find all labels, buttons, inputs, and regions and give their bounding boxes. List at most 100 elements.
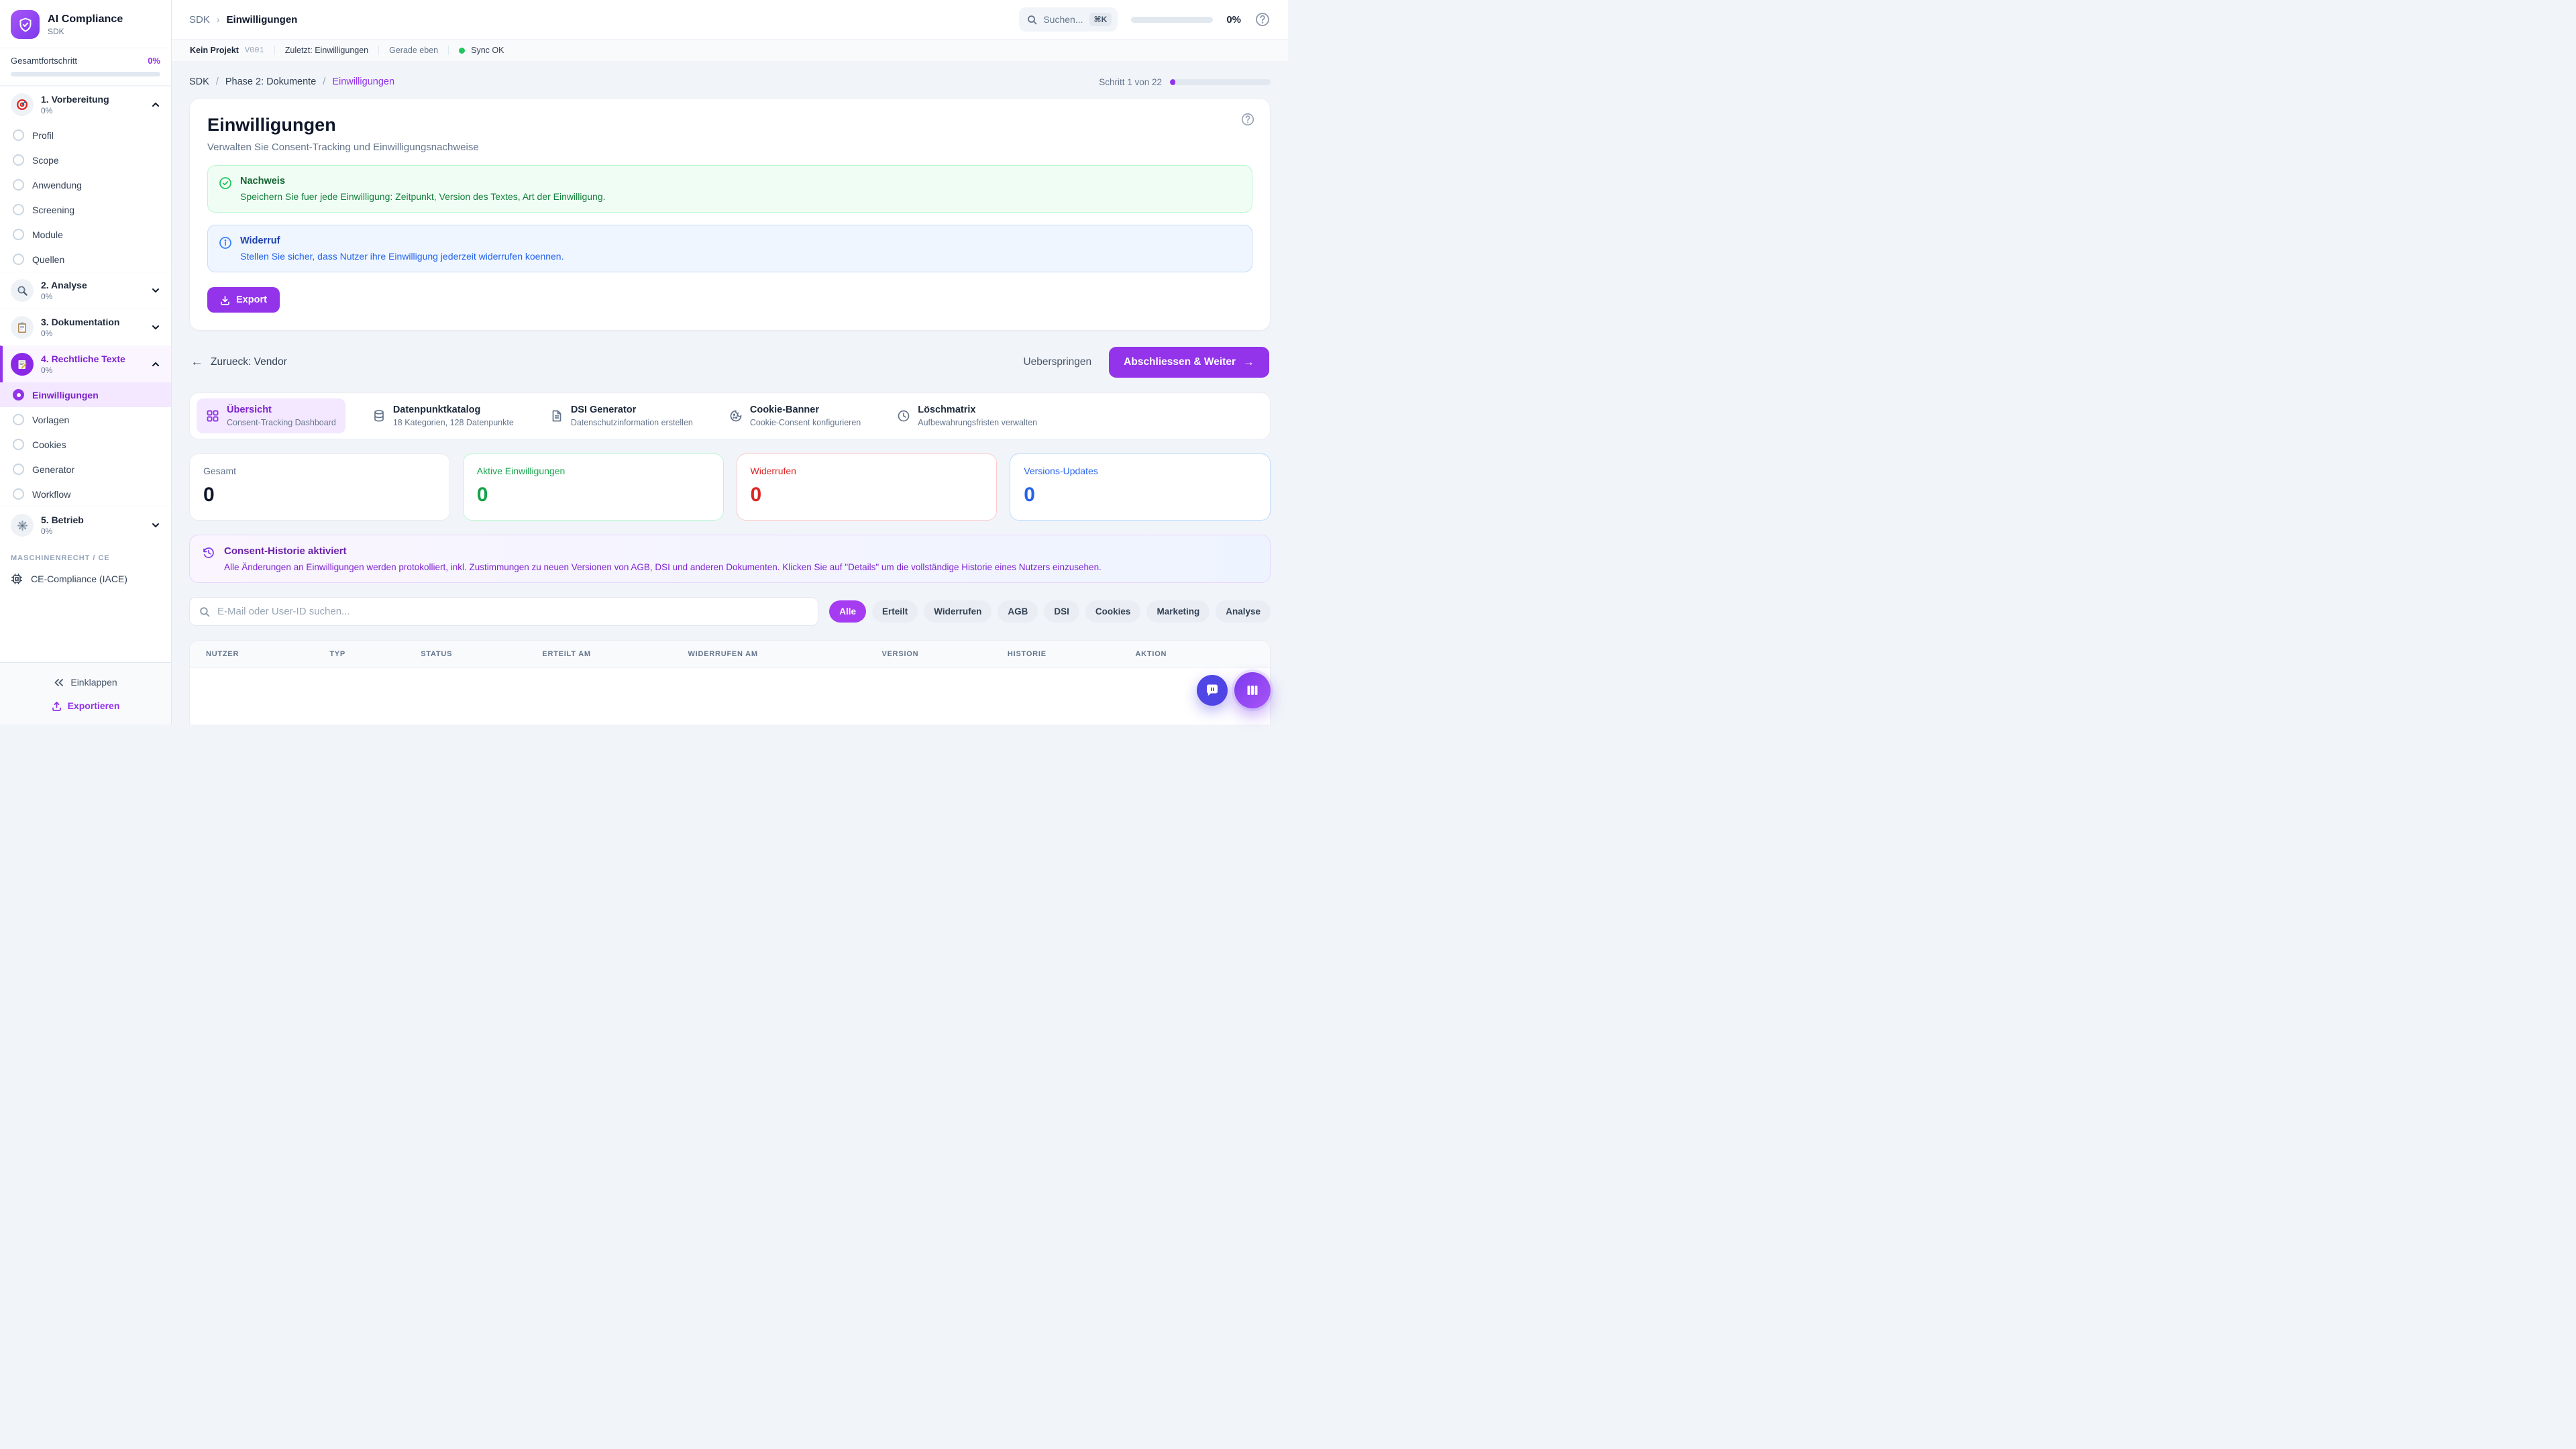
card-help-icon[interactable] <box>1240 112 1255 127</box>
stat-label: Gesamt <box>203 466 237 476</box>
collapse-label: Einklappen <box>70 677 117 688</box>
sidebar-item-profil[interactable]: Profil <box>0 123 171 148</box>
user-search-box[interactable] <box>189 597 819 626</box>
sidebar-item-quellen[interactable]: Quellen <box>0 247 171 272</box>
consent-history-notice: Consent-Historie aktiviert Alle Änderung… <box>189 535 1271 583</box>
export-sidebar-button[interactable]: Exportieren <box>0 694 171 718</box>
overall-progress-bar <box>11 72 160 76</box>
columns-icon <box>1244 682 1260 698</box>
notice-text: Alle Änderungen an Einwilligungen werden… <box>224 562 1102 572</box>
sidebar-item-anwendung[interactable]: Anwendung <box>0 172 171 197</box>
section-progress: 0% <box>41 106 53 115</box>
complete-next-button[interactable]: Abschliessen & Weiter → <box>1109 347 1269 378</box>
column-header-widerrufen-am: WIDERRUFEN AM <box>688 650 758 658</box>
radio-icon <box>13 488 24 500</box>
radio-checked-icon <box>13 389 24 400</box>
sidebar-item-label: Screening <box>32 204 75 215</box>
sidebar-item-screening[interactable]: Screening <box>0 197 171 222</box>
sidebar-section-rechtliche-texte[interactable]: 4. Rechtliche Texte 0% <box>0 345 171 382</box>
stat-label: Aktive Einwilligungen <box>476 466 566 476</box>
cookie-icon <box>729 409 743 423</box>
filter-row: Alle Erteilt Widerrufen AGB DSI Cookies … <box>189 597 1271 626</box>
skip-button[interactable]: Ueberspringen <box>1023 356 1092 368</box>
sync-status-label: Sync OK <box>471 46 504 55</box>
chevron-right-icon: › <box>216 14 220 25</box>
filter-chip-alle[interactable]: Alle <box>829 600 866 623</box>
sidebar-section-dokumentation[interactable]: 3. Dokumentation 0% <box>0 309 171 345</box>
sidebar-item-einwilligungen[interactable]: Einwilligungen <box>0 382 171 407</box>
clock-icon <box>897 409 910 423</box>
sidebar-section-betrieb[interactable]: 5. Betrieb 0% <box>0 506 171 543</box>
sidebar-item-label: Module <box>32 229 63 240</box>
section-progress: 0% <box>41 527 53 536</box>
help-icon[interactable] <box>1254 11 1271 28</box>
breadcrumb-root[interactable]: SDK <box>189 13 210 25</box>
filter-chip-agb[interactable]: AGB <box>998 600 1038 623</box>
filter-chip-marketing[interactable]: Marketing <box>1146 600 1210 623</box>
chevron-up-icon <box>151 360 160 369</box>
global-search-placeholder: Suchen... <box>1043 14 1083 25</box>
tab-subtitle: Aufbewahrungsfristen verwalten <box>918 418 1038 427</box>
columns-fab[interactable] <box>1234 672 1271 708</box>
sidebar-footer: Einklappen Exportieren <box>0 662 171 724</box>
history-icon <box>202 546 215 572</box>
sidebar-section-analyse[interactable]: 2. Analyse 0% <box>0 272 171 309</box>
download-icon <box>220 295 230 305</box>
section-progress: 0% <box>41 329 53 338</box>
tab-subtitle: Consent-Tracking Dashboard <box>227 418 336 427</box>
topbar: SDK › Einwilligungen Suchen... ⌘K 0% <box>172 0 1288 40</box>
tab-subtitle: Cookie-Consent konfigurieren <box>749 418 861 427</box>
breadcrumb-sdk[interactable]: SDK <box>189 76 209 87</box>
breadcrumb-phase[interactable]: Phase 2: Dokumente <box>225 76 317 87</box>
filter-chip-erteilt[interactable]: Erteilt <box>872 600 918 623</box>
overall-progress: Gesamtfortschritt 0% <box>0 48 171 86</box>
notice-title: Consent-Historie aktiviert <box>224 545 347 557</box>
export-button[interactable]: Export <box>207 287 280 313</box>
sidebar-item-workflow[interactable]: Workflow <box>0 482 171 506</box>
tab-datenpunktkatalog[interactable]: Datenpunktkatalog 18 Kategorien, 128 Dat… <box>363 398 523 433</box>
filter-chip-dsi[interactable]: DSI <box>1044 600 1079 623</box>
sidebar-item-scope[interactable]: Scope <box>0 148 171 172</box>
user-search-input[interactable] <box>217 606 809 617</box>
check-circle-icon <box>219 176 232 202</box>
chevron-down-icon <box>151 286 160 295</box>
chevron-up-icon <box>151 100 160 109</box>
chevron-down-icon <box>151 521 160 530</box>
chat-fab[interactable] <box>1197 675 1228 706</box>
sidebar-item-cookies[interactable]: Cookies <box>0 432 171 457</box>
sidebar-item-module[interactable]: Module <box>0 222 171 247</box>
radio-icon <box>13 179 24 191</box>
collapse-sidebar-button[interactable]: Einklappen <box>0 671 171 694</box>
sidebar-item-label: Vorlagen <box>32 414 70 425</box>
section-label: 2. Analyse <box>41 280 87 290</box>
tab-dsi-generator[interactable]: DSI Generator Datenschutzinformation ers… <box>541 398 702 433</box>
radio-icon <box>13 439 24 450</box>
filter-chip-widerrufen[interactable]: Widerrufen <box>924 600 992 623</box>
tab-uebersicht[interactable]: Übersicht Consent-Tracking Dashboard <box>197 398 345 433</box>
filter-chip-analyse[interactable]: Analyse <box>1216 600 1271 623</box>
back-link[interactable]: ← Zurueck: Vendor <box>191 355 287 370</box>
sidebar-section-vorbereitung[interactable]: 1. Vorbereitung 0% <box>0 86 171 123</box>
section-label: 1. Vorbereitung <box>41 94 109 105</box>
search-icon <box>199 606 210 617</box>
sidebar-item-vorlagen[interactable]: Vorlagen <box>0 407 171 432</box>
column-header-status: STATUS <box>421 650 453 658</box>
filter-chip-cookies[interactable]: Cookies <box>1085 600 1141 623</box>
tab-cookie-banner[interactable]: Cookie-Banner Cookie-Consent konfigurier… <box>720 398 870 433</box>
tab-loeschmatrix[interactable]: Löschmatrix Aufbewahrungsfristen verwalt… <box>888 398 1046 433</box>
magnifier-icon <box>11 279 34 302</box>
column-header-version: VERSION <box>881 650 919 658</box>
tab-title: Löschmatrix <box>918 405 976 415</box>
cpu-chip-icon <box>11 573 23 585</box>
alert-widerruf: Widerruf Stellen Sie sicher, dass Nutzer… <box>207 225 1252 272</box>
breadcrumb-separator: / <box>215 76 219 87</box>
version-badge: V001 <box>244 46 264 55</box>
sidebar-item-label: Scope <box>32 154 59 166</box>
sidebar-item-generator[interactable]: Generator <box>0 457 171 482</box>
stat-value: 0 <box>476 484 488 506</box>
radio-icon <box>13 129 24 141</box>
alert-text: Speichern Sie fuer jede Einwilligung: Ze… <box>240 191 606 202</box>
sidebar-item-ce-compliance[interactable]: CE-Compliance (IACE) <box>0 568 171 593</box>
stat-widerrufen: Widerrufen 0 <box>736 453 998 521</box>
global-search-input[interactable]: Suchen... ⌘K <box>1019 7 1118 32</box>
